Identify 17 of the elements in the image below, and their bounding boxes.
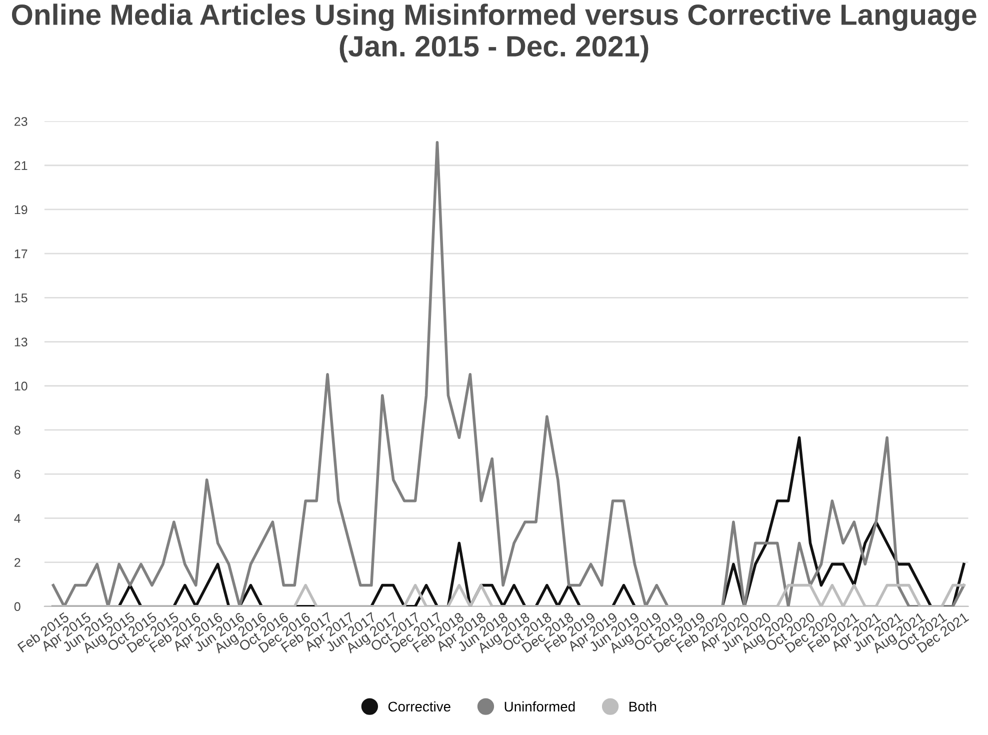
y-tick-label: 8: [14, 426, 20, 435]
chart-title: Online Media Articles Using Misinformed versus Corrective Language (Jan. 2015 - Dec. 2021): [12, 4, 976, 62]
y-tick-label: 6: [14, 470, 20, 479]
legend-label: Uninformed: [504, 701, 575, 712]
y-tick-label: 21: [14, 161, 28, 170]
y-tick-label: 4: [14, 514, 20, 523]
y-tick-label: 10: [14, 382, 28, 391]
y-tick-label: 0: [14, 602, 20, 612]
y-tick-label: 2: [14, 558, 20, 567]
y-tick-label: 13: [14, 338, 28, 346]
y-tick-label: 19: [14, 205, 28, 214]
y-tick-label: 15: [14, 294, 28, 302]
legend-label: Corrective: [388, 701, 450, 712]
y-tick-label: 17: [14, 250, 28, 258]
y-tick-label: 23: [14, 117, 28, 126]
line-series: [52, 140, 966, 606]
legend-label: Both: [629, 701, 656, 712]
